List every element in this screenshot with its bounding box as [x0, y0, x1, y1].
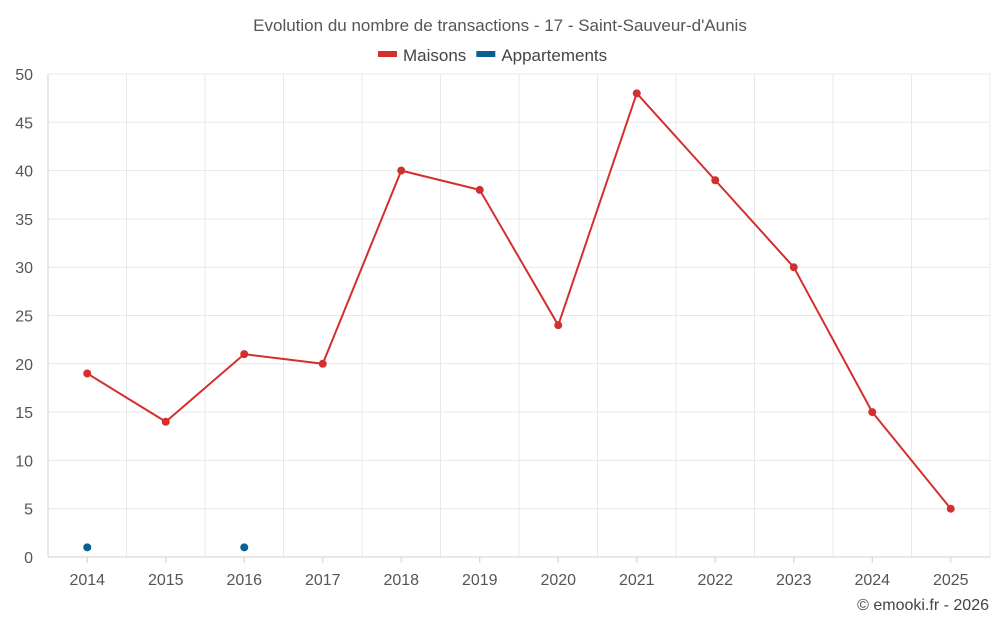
x-tick-label: 2016: [226, 572, 262, 589]
y-tick-label: 40: [15, 164, 33, 181]
legend-label: Appartements: [501, 46, 607, 65]
data-point-maisons[interactable]: [554, 321, 563, 330]
x-tick-label: 2017: [305, 572, 341, 589]
legend-swatch: [378, 51, 397, 57]
data-point-appartements[interactable]: [83, 543, 92, 552]
legend-item-appartements[interactable]: Appartements: [476, 46, 607, 65]
data-point-appartements[interactable]: [240, 543, 249, 552]
x-tick-label: 2022: [697, 572, 733, 589]
grid: [47, 73, 991, 558]
legend: Maisons Appartements: [378, 46, 607, 65]
series-maisons: [83, 89, 955, 513]
x-axis: 2014 2015 2016 2017 2018 2019 2020 2021 2022 2023…: [69, 557, 969, 589]
y-tick-label: 0: [24, 550, 33, 567]
x-tick-label: 2025: [933, 572, 969, 589]
data-point-maisons[interactable]: [397, 166, 406, 175]
y-tick-label: 35: [15, 212, 33, 229]
y-tick-label: 50: [15, 67, 33, 84]
data-point-maisons[interactable]: [632, 89, 641, 98]
series-appartements: [83, 543, 249, 552]
y-tick-label: 15: [15, 405, 33, 422]
y-tick-label: 20: [15, 357, 33, 374]
legend-label: Maisons: [403, 46, 466, 65]
series-layer: [83, 89, 955, 552]
credit-text: © emooki.fr - 2026: [857, 597, 989, 614]
data-point-maisons[interactable]: [789, 263, 798, 272]
data-point-maisons[interactable]: [711, 176, 720, 185]
y-tick-label: 10: [15, 453, 33, 470]
data-point-maisons[interactable]: [475, 185, 484, 194]
data-point-maisons[interactable]: [946, 504, 955, 513]
x-tick-label: 2014: [69, 572, 105, 589]
y-tick-label: 5: [24, 502, 33, 519]
data-point-maisons[interactable]: [240, 350, 249, 359]
legend-item-maisons[interactable]: Maisons: [378, 46, 466, 65]
x-tick-label: 2018: [383, 572, 419, 589]
data-point-maisons[interactable]: [868, 408, 877, 417]
x-tick-label: 2015: [148, 572, 184, 589]
y-tick-label: 25: [15, 309, 33, 326]
data-point-maisons[interactable]: [318, 359, 327, 368]
data-point-maisons[interactable]: [161, 417, 170, 426]
x-tick-label: 2019: [462, 572, 498, 589]
data-point-maisons[interactable]: [83, 369, 92, 378]
y-axis: 0 5 10 15 20 25 30 35 40 45 50: [15, 67, 33, 567]
x-tick-label: 2021: [619, 572, 655, 589]
legend-swatch: [476, 51, 496, 57]
y-tick-label: 45: [15, 115, 33, 132]
x-tick-label: 2020: [540, 572, 576, 589]
x-tick-label: 2024: [854, 572, 890, 589]
x-tick-label: 2023: [776, 572, 812, 589]
y-tick-label: 30: [15, 260, 33, 277]
chart-title: Evolution du nombre de transactions - 17…: [253, 16, 747, 35]
series-line-maisons: [86, 91, 952, 510]
